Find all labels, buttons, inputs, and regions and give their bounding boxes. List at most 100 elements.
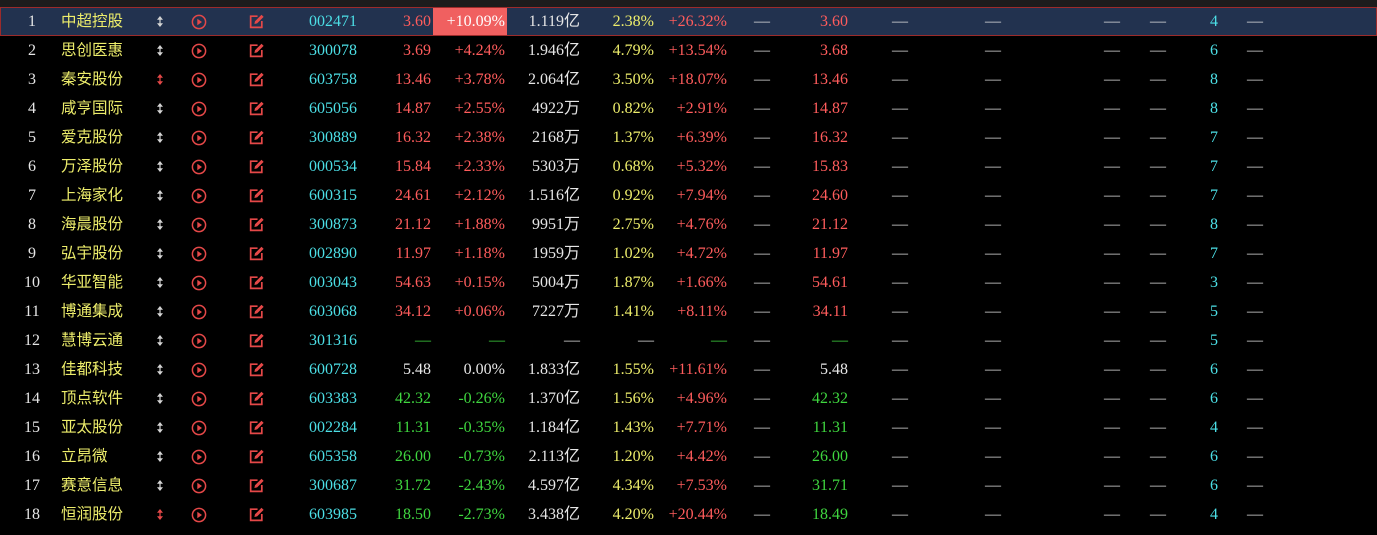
table-row[interactable]: 6 万泽股份 000534 15.84 +2.33% 5303万 0.68% +5.32% — 1… — [0, 152, 1377, 181]
change-percent: -2.73% — [458, 506, 505, 523]
price: 14.87 — [395, 100, 431, 117]
play-circle-icon[interactable] — [191, 391, 207, 407]
edit-icon[interactable] — [248, 187, 265, 204]
empty-value: — — [1247, 361, 1263, 378]
edit-icon[interactable] — [248, 129, 265, 146]
table-row[interactable]: 1 中超控股 002471 3.60 +10.09% 1.119亿 2.38% +26.32%… — [0, 7, 1377, 36]
row-index: 11 — [24, 303, 40, 320]
edit-icon[interactable] — [248, 245, 265, 262]
turnover-rate: 2.75% — [612, 216, 654, 233]
edit-icon[interactable] — [248, 100, 265, 117]
empty-value: — — [985, 42, 1001, 59]
change-percent: -2.43% — [458, 477, 505, 494]
play-circle-icon[interactable] — [191, 246, 207, 262]
play-circle-icon[interactable] — [191, 478, 207, 494]
stock-name: 秦安股份 — [61, 70, 124, 88]
edit-icon[interactable] — [248, 158, 265, 175]
empty-value: — — [1247, 390, 1263, 407]
count-value: 4 — [1210, 419, 1218, 436]
table-row[interactable]: 10 华亚智能 003043 54.63 +0.15% 5004万 1.87% +1.66% —… — [0, 268, 1377, 297]
change-percent-2: +26.32% — [668, 13, 727, 30]
table-row[interactable]: 2 思创医惠 300078 3.69 +4.24% 1.946亿 4.79% +13.54% —… — [0, 36, 1377, 65]
amount: 2.113亿 — [528, 448, 580, 465]
updown-marker-icon — [157, 422, 163, 433]
price: 54.63 — [395, 274, 431, 291]
turnover-rate: 1.56% — [612, 390, 654, 407]
empty-value: — — [892, 158, 908, 175]
edit-icon[interactable] — [248, 419, 265, 436]
table-row[interactable]: 5 爱克股份 300889 16.32 +2.38% 2168万 1.37% +6.39% — 1… — [0, 123, 1377, 152]
stock-code: 600315 — [309, 187, 357, 204]
edit-icon[interactable] — [248, 332, 265, 349]
play-circle-icon[interactable] — [191, 217, 207, 233]
turnover-rate: 4.20% — [612, 506, 654, 523]
table-row[interactable]: 7 上海家化 600315 24.61 +2.12% 1.516亿 0.92% +7.94% —… — [0, 181, 1377, 210]
table-row[interactable]: 3 秦安股份 603758 13.46 +3.78% 2.064亿 3.50% +18.07%… — [0, 65, 1377, 94]
price: 31.72 — [395, 477, 431, 494]
row-index: 14 — [24, 390, 40, 407]
updown-marker-icon — [157, 306, 163, 317]
edit-icon[interactable] — [248, 448, 265, 465]
table-row[interactable]: 9 弘宇股份 002890 11.97 +1.18% 1959万 1.02% +4.72% — 1… — [0, 239, 1377, 268]
change-percent: +4.24% — [454, 42, 505, 59]
play-circle-icon[interactable] — [191, 43, 207, 59]
amount: 5004万 — [531, 274, 580, 291]
edit-icon[interactable] — [248, 477, 265, 494]
play-circle-icon[interactable] — [191, 72, 207, 88]
turnover-rate: 3.50% — [612, 71, 654, 88]
table-row[interactable]: 15 亚太股份 002284 11.31 -0.35% 1.184亿 1.43% +7.71%… — [0, 413, 1377, 442]
play-circle-icon[interactable] — [191, 275, 207, 291]
edit-icon[interactable] — [248, 274, 265, 291]
play-circle-icon[interactable] — [191, 188, 207, 204]
price: 16.32 — [395, 129, 431, 146]
edit-icon[interactable] — [248, 361, 265, 378]
table-row[interactable]: 8 海晨股份 300873 21.12 +1.88% 9951万 2.75% +4.76% — 2… — [0, 210, 1377, 239]
play-circle-icon[interactable] — [191, 130, 207, 146]
stock-code: 003043 — [309, 274, 357, 291]
empty-value: — — [892, 13, 908, 30]
edit-icon[interactable] — [248, 71, 265, 88]
table-row[interactable]: 11 博通集成 603068 34.12 +0.06% 7227万 1.41% +8.11% —… — [0, 297, 1377, 326]
table-row[interactable]: 17 赛意信息 300687 31.72 -2.43% 4.597亿 4.34% +7.53%… — [0, 471, 1377, 500]
stock-name: 博通集成 — [61, 302, 124, 320]
updown-marker-icon — [157, 74, 163, 85]
stock-name: 顶点软件 — [61, 389, 124, 407]
table-row[interactable]: 16 立昂微 605358 26.00 -0.73% 2.113亿 1.20% +4.42% —… — [0, 442, 1377, 471]
count-value: 4 — [1210, 13, 1218, 30]
empty-value: — — [1104, 245, 1120, 262]
empty-value: — — [892, 303, 908, 320]
play-circle-icon[interactable] — [191, 14, 207, 30]
empty-value: — — [754, 42, 770, 59]
table-row[interactable]: 14 顶点软件 603383 42.32 -0.26% 1.370亿 1.56% +4.96%… — [0, 384, 1377, 413]
play-circle-icon[interactable] — [191, 333, 207, 349]
play-circle-icon[interactable] — [191, 304, 207, 320]
play-circle-icon[interactable] — [191, 449, 207, 465]
empty-value: — — [1104, 361, 1120, 378]
edit-icon[interactable] — [248, 506, 265, 523]
edit-icon[interactable] — [248, 13, 265, 30]
edit-icon[interactable] — [248, 390, 265, 407]
table-row[interactable]: 4 咸亨国际 605056 14.87 +2.55% 4922万 0.82% +2.91% — 1… — [0, 94, 1377, 123]
stock-code: 605358 — [309, 448, 357, 465]
play-circle-icon[interactable] — [191, 507, 207, 523]
play-circle-icon[interactable] — [191, 159, 207, 175]
stock-name: 思创医惠 — [61, 41, 124, 59]
count-value: 7 — [1210, 245, 1218, 262]
play-circle-icon[interactable] — [191, 420, 207, 436]
edit-icon[interactable] — [248, 216, 265, 233]
play-circle-icon[interactable] — [191, 101, 207, 117]
empty-value: — — [1247, 71, 1263, 88]
table-row[interactable]: 18 恒润股份 603985 18.50 -2.73% 3.438亿 4.20% +20.44… — [0, 500, 1377, 529]
empty-value: — — [754, 361, 770, 378]
stock-name: 爱克股份 — [61, 128, 124, 146]
edit-icon[interactable] — [248, 303, 265, 320]
table-row[interactable]: 13 佳都科技 600728 5.48 0.00% 1.833亿 1.55% +11.61% —… — [0, 355, 1377, 384]
play-circle-icon[interactable] — [191, 362, 207, 378]
change-percent: — — [489, 332, 505, 349]
count-value: 8 — [1210, 71, 1218, 88]
table-row[interactable]: 12 慧博云通 301316 — — — — — — — — — — — 5 — — [0, 326, 1377, 355]
change-percent: +1.88% — [454, 216, 505, 233]
edit-icon[interactable] — [248, 42, 265, 59]
empty-value: — — [754, 506, 770, 523]
empty-value: — — [1150, 477, 1166, 494]
